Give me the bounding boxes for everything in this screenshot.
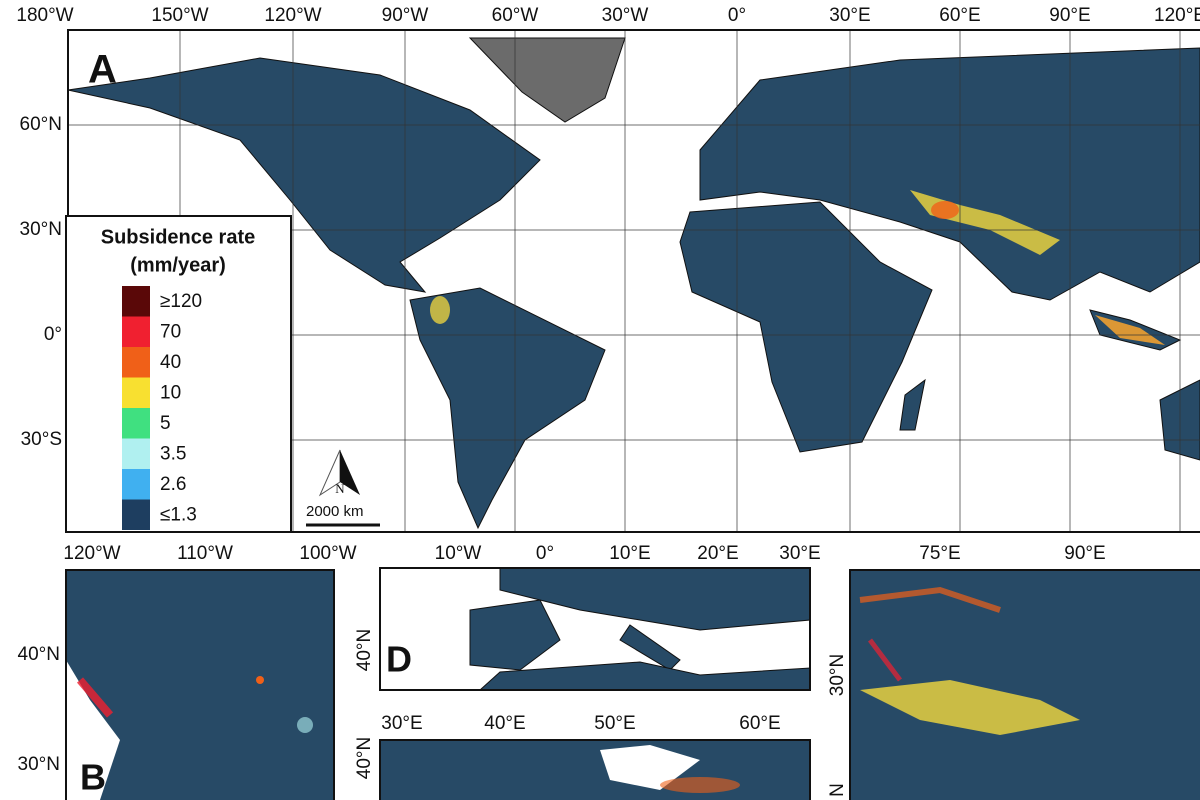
longitude-label: 20°E (697, 543, 738, 564)
legend-label: 2.6 (160, 474, 186, 495)
longitude-label: 90°W (382, 5, 429, 26)
legend-label: 70 (160, 322, 181, 343)
panel-a-map (67, 29, 1200, 533)
longitude-label: 90°E (1049, 5, 1090, 26)
scale-label: 2000 km (306, 503, 364, 520)
latitude-label: N (827, 783, 848, 797)
longitude-label: 75°E (919, 543, 960, 564)
longitude-label: 30°E (381, 713, 422, 734)
legend-unit: (mm/year) (130, 254, 226, 276)
legend-label: 3.5 (160, 444, 186, 465)
legend-label: ≥120 (160, 291, 202, 312)
longitude-label: 10°E (609, 543, 650, 564)
longitude-label: 120°E (1154, 5, 1200, 26)
longitude-label: 40°E (484, 713, 525, 734)
longitude-label: 100°W (299, 543, 356, 564)
latitude-label: 40°N (354, 737, 375, 779)
latitude-label: 40°N (18, 644, 60, 665)
longitude-label: 180°W (16, 5, 73, 26)
latitude-label: 30°N (827, 654, 848, 696)
north-arrow: N (318, 449, 360, 497)
legend-label: 10 (160, 383, 181, 404)
latitude-label: 30°S (21, 429, 62, 450)
legend-swatch (122, 286, 150, 317)
panel-label: D (386, 639, 412, 680)
longitude-label: 30°E (779, 543, 820, 564)
latitude-label: 30°N (20, 219, 62, 240)
longitude-label: 30°E (829, 5, 870, 26)
latitude-label: 60°N (20, 114, 62, 135)
panel-middle-bottom-map (379, 739, 811, 800)
legend-label: ≤1.3 (160, 505, 197, 526)
longitude-label: 10°W (435, 543, 482, 564)
longitude-label: 120°W (63, 543, 120, 564)
legend-swatch (122, 316, 150, 347)
longitude-label: 110°W (177, 543, 233, 564)
north-label: N (335, 481, 345, 496)
legend-label: 40 (160, 352, 181, 373)
longitude-label: 50°E (594, 713, 635, 734)
longitude-label: 90°E (1064, 543, 1105, 564)
legend-swatch (122, 499, 150, 530)
longitude-label: 0° (536, 543, 554, 564)
legend-swatch (122, 347, 150, 378)
legend-title: Subsidence rate (101, 226, 256, 248)
panel-label: A (88, 48, 117, 92)
panel-right-map (849, 569, 1200, 800)
panel-b-map (65, 569, 335, 800)
legend-swatch (122, 469, 150, 500)
legend-swatch (122, 408, 150, 439)
longitude-label: 60°E (939, 5, 980, 26)
longitude-label: 60°E (739, 713, 780, 734)
latitude-label: 40°N (354, 629, 375, 671)
legend-swatch (122, 377, 150, 408)
legend-swatch (122, 438, 150, 469)
longitude-label: 120°W (264, 5, 321, 26)
longitude-label: 0° (728, 5, 746, 26)
longitude-label: 60°W (492, 5, 539, 26)
panel-d-map (379, 567, 811, 691)
longitude-label: 30°W (602, 5, 649, 26)
legend-label: 5 (160, 413, 171, 434)
latitude-label: 30°N (18, 754, 60, 775)
panel-label: B (80, 757, 106, 798)
longitude-label: 150°W (151, 5, 208, 26)
legend: Subsidence rate (mm/year) ≥120 70 40 10 5 3.5… (65, 215, 292, 533)
latitude-label: 0° (44, 324, 62, 345)
